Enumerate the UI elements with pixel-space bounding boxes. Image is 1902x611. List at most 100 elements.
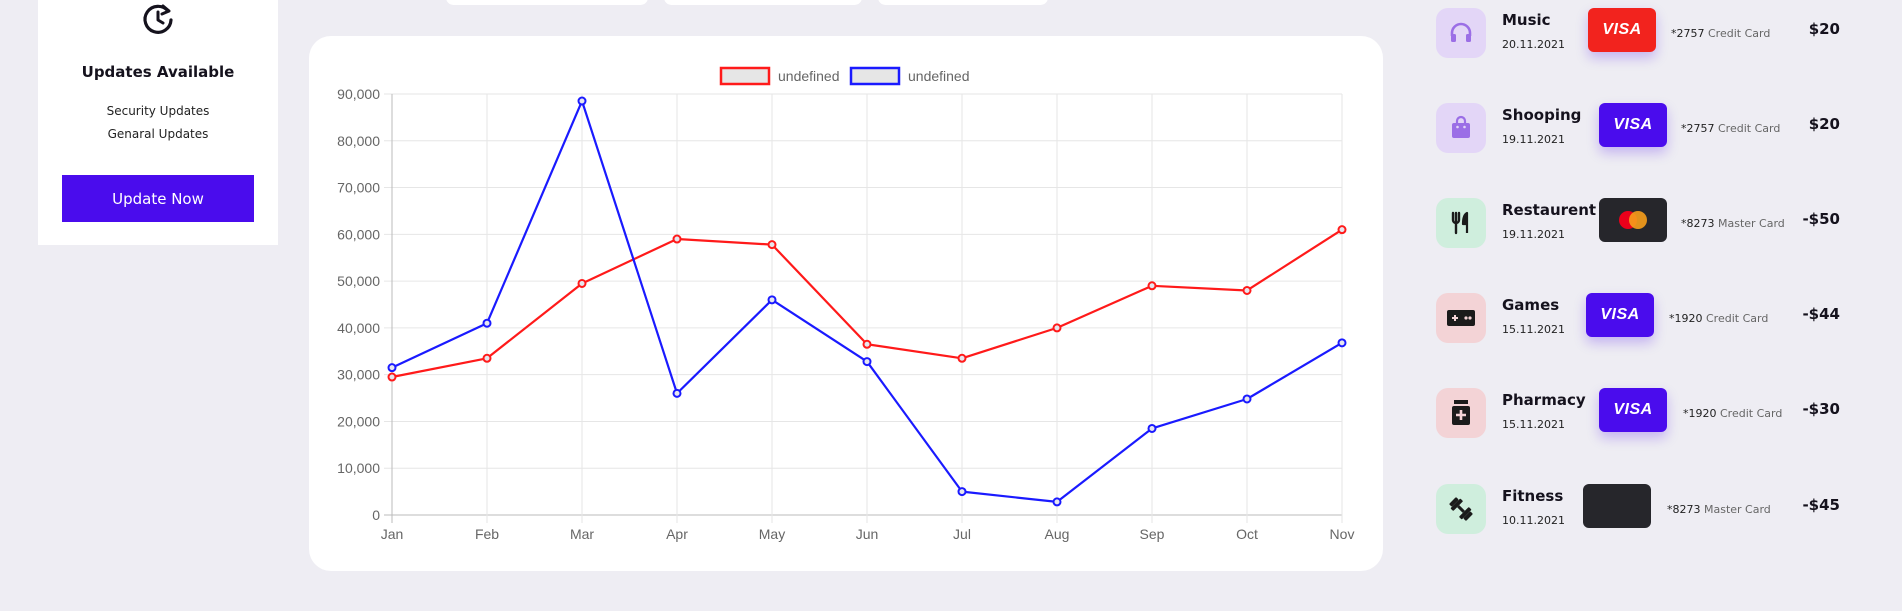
fork-knife-icon (1436, 198, 1486, 248)
shopping-bag-icon (1436, 103, 1486, 153)
y-tick-label: 40,000 (337, 320, 380, 336)
transaction-date: 19.11.2021 (1502, 133, 1565, 146)
legend-swatch (849, 66, 901, 86)
card-number: *1920 (1683, 407, 1717, 420)
data-point (767, 295, 777, 305)
transaction-date: 20.11.2021 (1502, 38, 1565, 51)
chart-card: 0 10,000 20,000 30,000 40,000 50,000 60,000 70,… (309, 36, 1383, 571)
data-point (387, 372, 397, 382)
card-kind: Master Card (1714, 217, 1785, 230)
card-kind: Credit Card (1704, 27, 1771, 40)
card-badge (1583, 484, 1651, 528)
update-clock-icon (143, 4, 173, 34)
gamepad-icon (1436, 293, 1486, 343)
updates-title: Updates Available (81, 63, 235, 81)
y-tick-label: 0 (372, 507, 380, 523)
update-item-general: Genaral Updates (107, 127, 209, 141)
x-tick-label: Sep (1140, 526, 1165, 542)
transaction-row[interactable]: Fitness 10.11.2021 *8273 Master Card -$45 (1436, 484, 1856, 544)
y-tick-label: 50,000 (337, 273, 380, 289)
top-card-stub (664, 0, 862, 5)
update-now-button[interactable]: Update Now (62, 175, 254, 222)
x-tick-label: Feb (475, 526, 499, 542)
update-item-security: Security Updates (106, 104, 210, 118)
card-kind: Master Card (1700, 503, 1771, 516)
transaction-amount: $20 (1808, 115, 1840, 133)
legend-label: undefined (908, 68, 970, 84)
transaction-amount: -$45 (1802, 496, 1840, 514)
card-number: *2757 (1671, 27, 1705, 40)
x-tick-label: May (759, 526, 785, 542)
transaction-row[interactable]: Music 20.11.2021 VISA *2757 Credit Card $20 (1436, 8, 1856, 68)
x-tick-label: Jun (856, 526, 879, 542)
transaction-row[interactable]: Restaurent 19.11.2021 *8273 Master Card -$5… (1436, 198, 1856, 258)
transaction-date: 15.11.2021 (1502, 418, 1565, 431)
transaction-name: Restaurent (1502, 201, 1597, 219)
x-tick-label: Oct (1236, 526, 1258, 542)
visa-card-badge: VISA (1599, 388, 1667, 432)
data-point (862, 339, 872, 349)
transaction-name: Music (1502, 11, 1551, 29)
line-chart: 0 10,000 20,000 30,000 40,000 50,000 60,000 70,… (337, 66, 1355, 542)
y-tick-label: 60,000 (337, 226, 380, 242)
transaction-row[interactable]: Pharmacy 15.11.2021 VISA *1920 Credit Card -… (1436, 388, 1856, 448)
y-tick-label: 70,000 (337, 180, 380, 196)
data-point (387, 363, 397, 373)
y-tick-label: 20,000 (337, 413, 380, 429)
card-number: *8273 (1681, 217, 1715, 230)
y-tick-label: 30,000 (337, 367, 380, 383)
x-tick-label: Nov (1330, 526, 1355, 542)
headphones-icon (1436, 8, 1486, 58)
data-point (1052, 323, 1062, 333)
data-point (482, 353, 492, 363)
card-info: *2757 Credit Card (1671, 27, 1770, 40)
data-point (482, 318, 492, 328)
transaction-list: Music 20.11.2021 VISA *2757 Credit Card $20 S… (1436, 0, 1856, 611)
x-tick-label: Jan (381, 526, 404, 542)
y-tick-label: 90,000 (337, 86, 380, 102)
y-tick-label: 80,000 (337, 133, 380, 149)
data-point (577, 96, 587, 106)
data-point (957, 353, 967, 363)
card-kind: Credit Card (1702, 312, 1769, 325)
transaction-name: Shooping (1502, 106, 1582, 124)
transaction-amount: -$44 (1802, 305, 1840, 323)
data-point (862, 357, 872, 367)
x-tick-label: Jul (953, 526, 971, 542)
transaction-name: Pharmacy (1502, 391, 1586, 409)
data-point (1337, 225, 1347, 235)
data-point (1052, 497, 1062, 507)
data-point (957, 487, 967, 497)
data-point (1337, 338, 1347, 348)
visa-card-badge: VISA (1588, 8, 1656, 52)
transaction-row[interactable]: Games 15.11.2021 VISA *1920 Credit Card -$44 (1436, 293, 1856, 353)
transaction-amount: -$30 (1802, 400, 1840, 418)
legend-label: undefined (778, 68, 840, 84)
updates-card: Updates Available Security Updates Genar… (38, 0, 278, 245)
y-tick-label: 10,000 (337, 460, 380, 476)
visa-card-badge: VISA (1599, 103, 1667, 147)
card-info: *2757 Credit Card (1681, 122, 1780, 135)
legend-swatch (719, 66, 771, 86)
x-tick-label: Apr (666, 526, 688, 542)
dumbbell-icon (1436, 484, 1486, 534)
visa-card-badge: VISA (1586, 293, 1654, 337)
medicine-icon (1436, 388, 1486, 438)
top-card-stub (446, 0, 648, 5)
card-number: *2757 (1681, 122, 1715, 135)
data-point (672, 234, 682, 244)
card-number: *8273 (1667, 503, 1701, 516)
data-point (1242, 285, 1252, 295)
transaction-date: 10.11.2021 (1502, 514, 1565, 527)
data-point (672, 388, 682, 398)
x-tick-label: Mar (570, 526, 594, 542)
x-tick-label: Aug (1045, 526, 1070, 542)
transaction-date: 19.11.2021 (1502, 228, 1565, 241)
transaction-row[interactable]: Shooping 19.11.2021 VISA *2757 Credit Card $… (1436, 103, 1856, 163)
transaction-amount: -$50 (1802, 210, 1840, 228)
card-info: *1920 Credit Card (1683, 407, 1782, 420)
data-point (1147, 281, 1157, 291)
top-card-stub (878, 0, 1048, 5)
card-kind: Credit Card (1714, 122, 1781, 135)
mastercard-logo (1599, 198, 1667, 242)
